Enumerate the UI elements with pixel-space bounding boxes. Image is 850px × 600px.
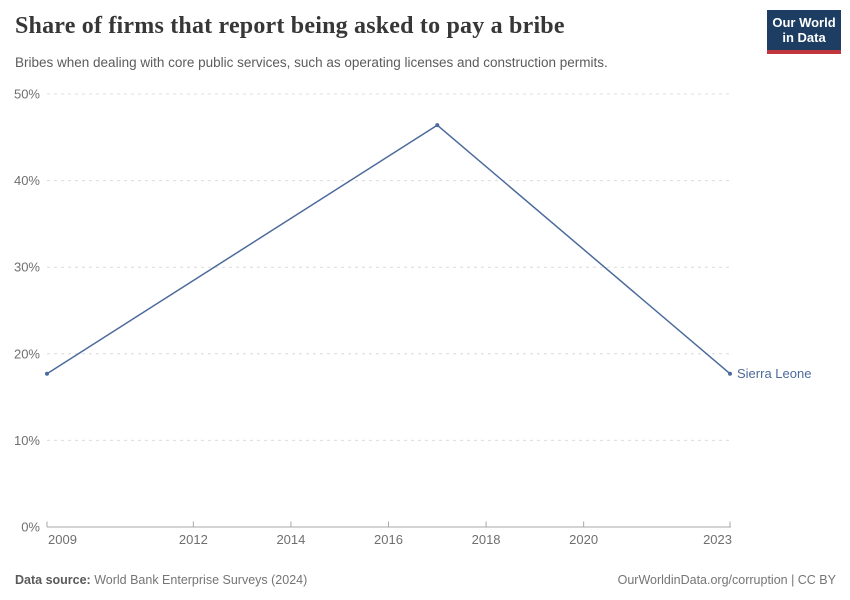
y-tick-label-50: 50% [14, 87, 40, 102]
data-source-text: World Bank Enterprise Surveys (2024) [90, 573, 308, 587]
x-tick-label-2014: 2014 [276, 532, 305, 547]
x-tick-label-2012: 2012 [179, 532, 208, 547]
y-tick-label-10: 10% [14, 433, 40, 448]
data-point-2017[interactable] [435, 123, 440, 128]
data-point-2009[interactable] [45, 371, 49, 376]
chart-title: Share of firms that report being asked t… [15, 13, 565, 39]
x-tick-label-2016: 2016 [374, 532, 403, 547]
y-tick-label-20: 20% [14, 346, 40, 361]
x-tick-label-2023: 2023 [703, 532, 732, 547]
chart-footer: Data source: World Bank Enterprise Surve… [0, 573, 850, 587]
x-tick-label-2018: 2018 [472, 532, 501, 547]
x-tick-label-2009: 2009 [48, 532, 77, 547]
series-label-sierra-leone[interactable]: Sierra Leone [737, 366, 811, 381]
credit-link[interactable]: OurWorldinData.org/corruption | CC BY [617, 573, 836, 587]
series-line-sierra-leone[interactable] [46, 124, 731, 375]
data-point-2023[interactable] [728, 371, 732, 376]
owid-logo-line1: Our World [772, 15, 836, 30]
x-tick-label-2020: 2020 [569, 532, 598, 547]
y-tick-label-0: 0% [21, 520, 40, 535]
owid-logo-line2: in Data [782, 29, 826, 45]
chart-subtitle: Bribes when dealing with core public ser… [15, 55, 608, 70]
y-tick-label-40: 40% [14, 173, 40, 188]
y-tick-label-30: 30% [14, 260, 40, 275]
data-source-label: Data source: [15, 573, 91, 587]
data-source-note: Data source: World Bank Enterprise Surve… [15, 573, 307, 587]
owid-logo[interactable]: Our World in Data [767, 10, 841, 55]
